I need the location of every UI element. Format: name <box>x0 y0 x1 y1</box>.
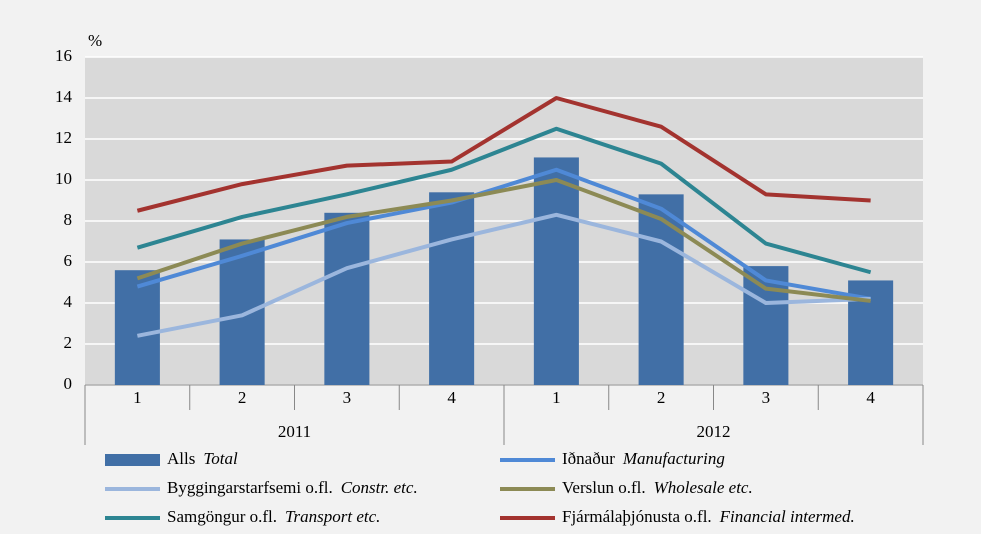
x-tick-label: 4 <box>866 388 875 407</box>
bar <box>324 212 370 385</box>
x-tick-label: 1 <box>552 388 561 407</box>
y-tick-label: 16 <box>55 46 72 65</box>
x-tick-label: 2 <box>238 388 247 407</box>
bar <box>743 266 789 385</box>
y-tick-label: 6 <box>64 251 73 270</box>
legend-label: Verslun o.fl. Wholesale etc. <box>562 478 753 497</box>
line <box>136 96 871 213</box>
line <box>136 212 871 338</box>
legend-swatch <box>105 454 160 466</box>
legend-name: Byggingarstarfsemi o.fl. <box>167 478 333 497</box>
legend-name: Alls <box>167 449 195 468</box>
y-tick-label: 8 <box>64 210 73 229</box>
y-tick-label: 10 <box>55 169 72 188</box>
legend-name: Iðnaður <box>562 449 615 468</box>
legend-name-en: Financial intermed. <box>719 507 855 526</box>
legend-name: Samgöngur o.fl. <box>167 507 277 526</box>
legend-label: Fjármálaþjónusta o.fl. Financial intermed… <box>562 507 855 526</box>
line <box>136 167 871 301</box>
line <box>136 126 872 275</box>
legend-name-en: Constr. etc. <box>341 478 418 497</box>
bar <box>429 192 475 385</box>
legend-label: Iðnaður Manufacturing <box>562 449 725 468</box>
legend-name: Fjármálaþjónusta o.fl. <box>562 507 712 526</box>
x-group-label: 2012 <box>697 422 731 441</box>
x-tick-label: 1 <box>133 388 142 407</box>
legend-label: Samgöngur o.fl. Transport etc. <box>167 507 380 526</box>
x-tick-label: 2 <box>657 388 666 407</box>
x-group-label: 2011 <box>278 422 311 441</box>
bar <box>638 194 684 385</box>
legend-label: Byggingarstarfsemi o.fl. Constr. etc. <box>167 478 418 497</box>
legend-name-en: Transport etc. <box>285 507 380 526</box>
legend-name: Verslun o.fl. <box>562 478 646 497</box>
y-tick-label: 12 <box>55 128 72 147</box>
y-tick-label: 14 <box>55 87 73 106</box>
y-tick-label: 2 <box>64 333 73 352</box>
legend-name-en: Total <box>203 449 238 468</box>
y-tick-label: 4 <box>64 292 73 311</box>
bar <box>114 270 160 385</box>
y-axis-label: % <box>88 31 102 50</box>
x-tick-label: 3 <box>762 388 771 407</box>
x-tick-label: 4 <box>447 388 456 407</box>
legend-name-en: Manufacturing <box>622 449 725 468</box>
bar <box>533 157 579 385</box>
legend-label: Alls Total <box>167 449 238 468</box>
line <box>136 178 871 303</box>
y-tick-label: 0 <box>64 374 73 393</box>
legend-name-en: Wholesale etc. <box>654 478 753 497</box>
x-tick-label: 3 <box>343 388 352 407</box>
bar <box>219 239 265 385</box>
